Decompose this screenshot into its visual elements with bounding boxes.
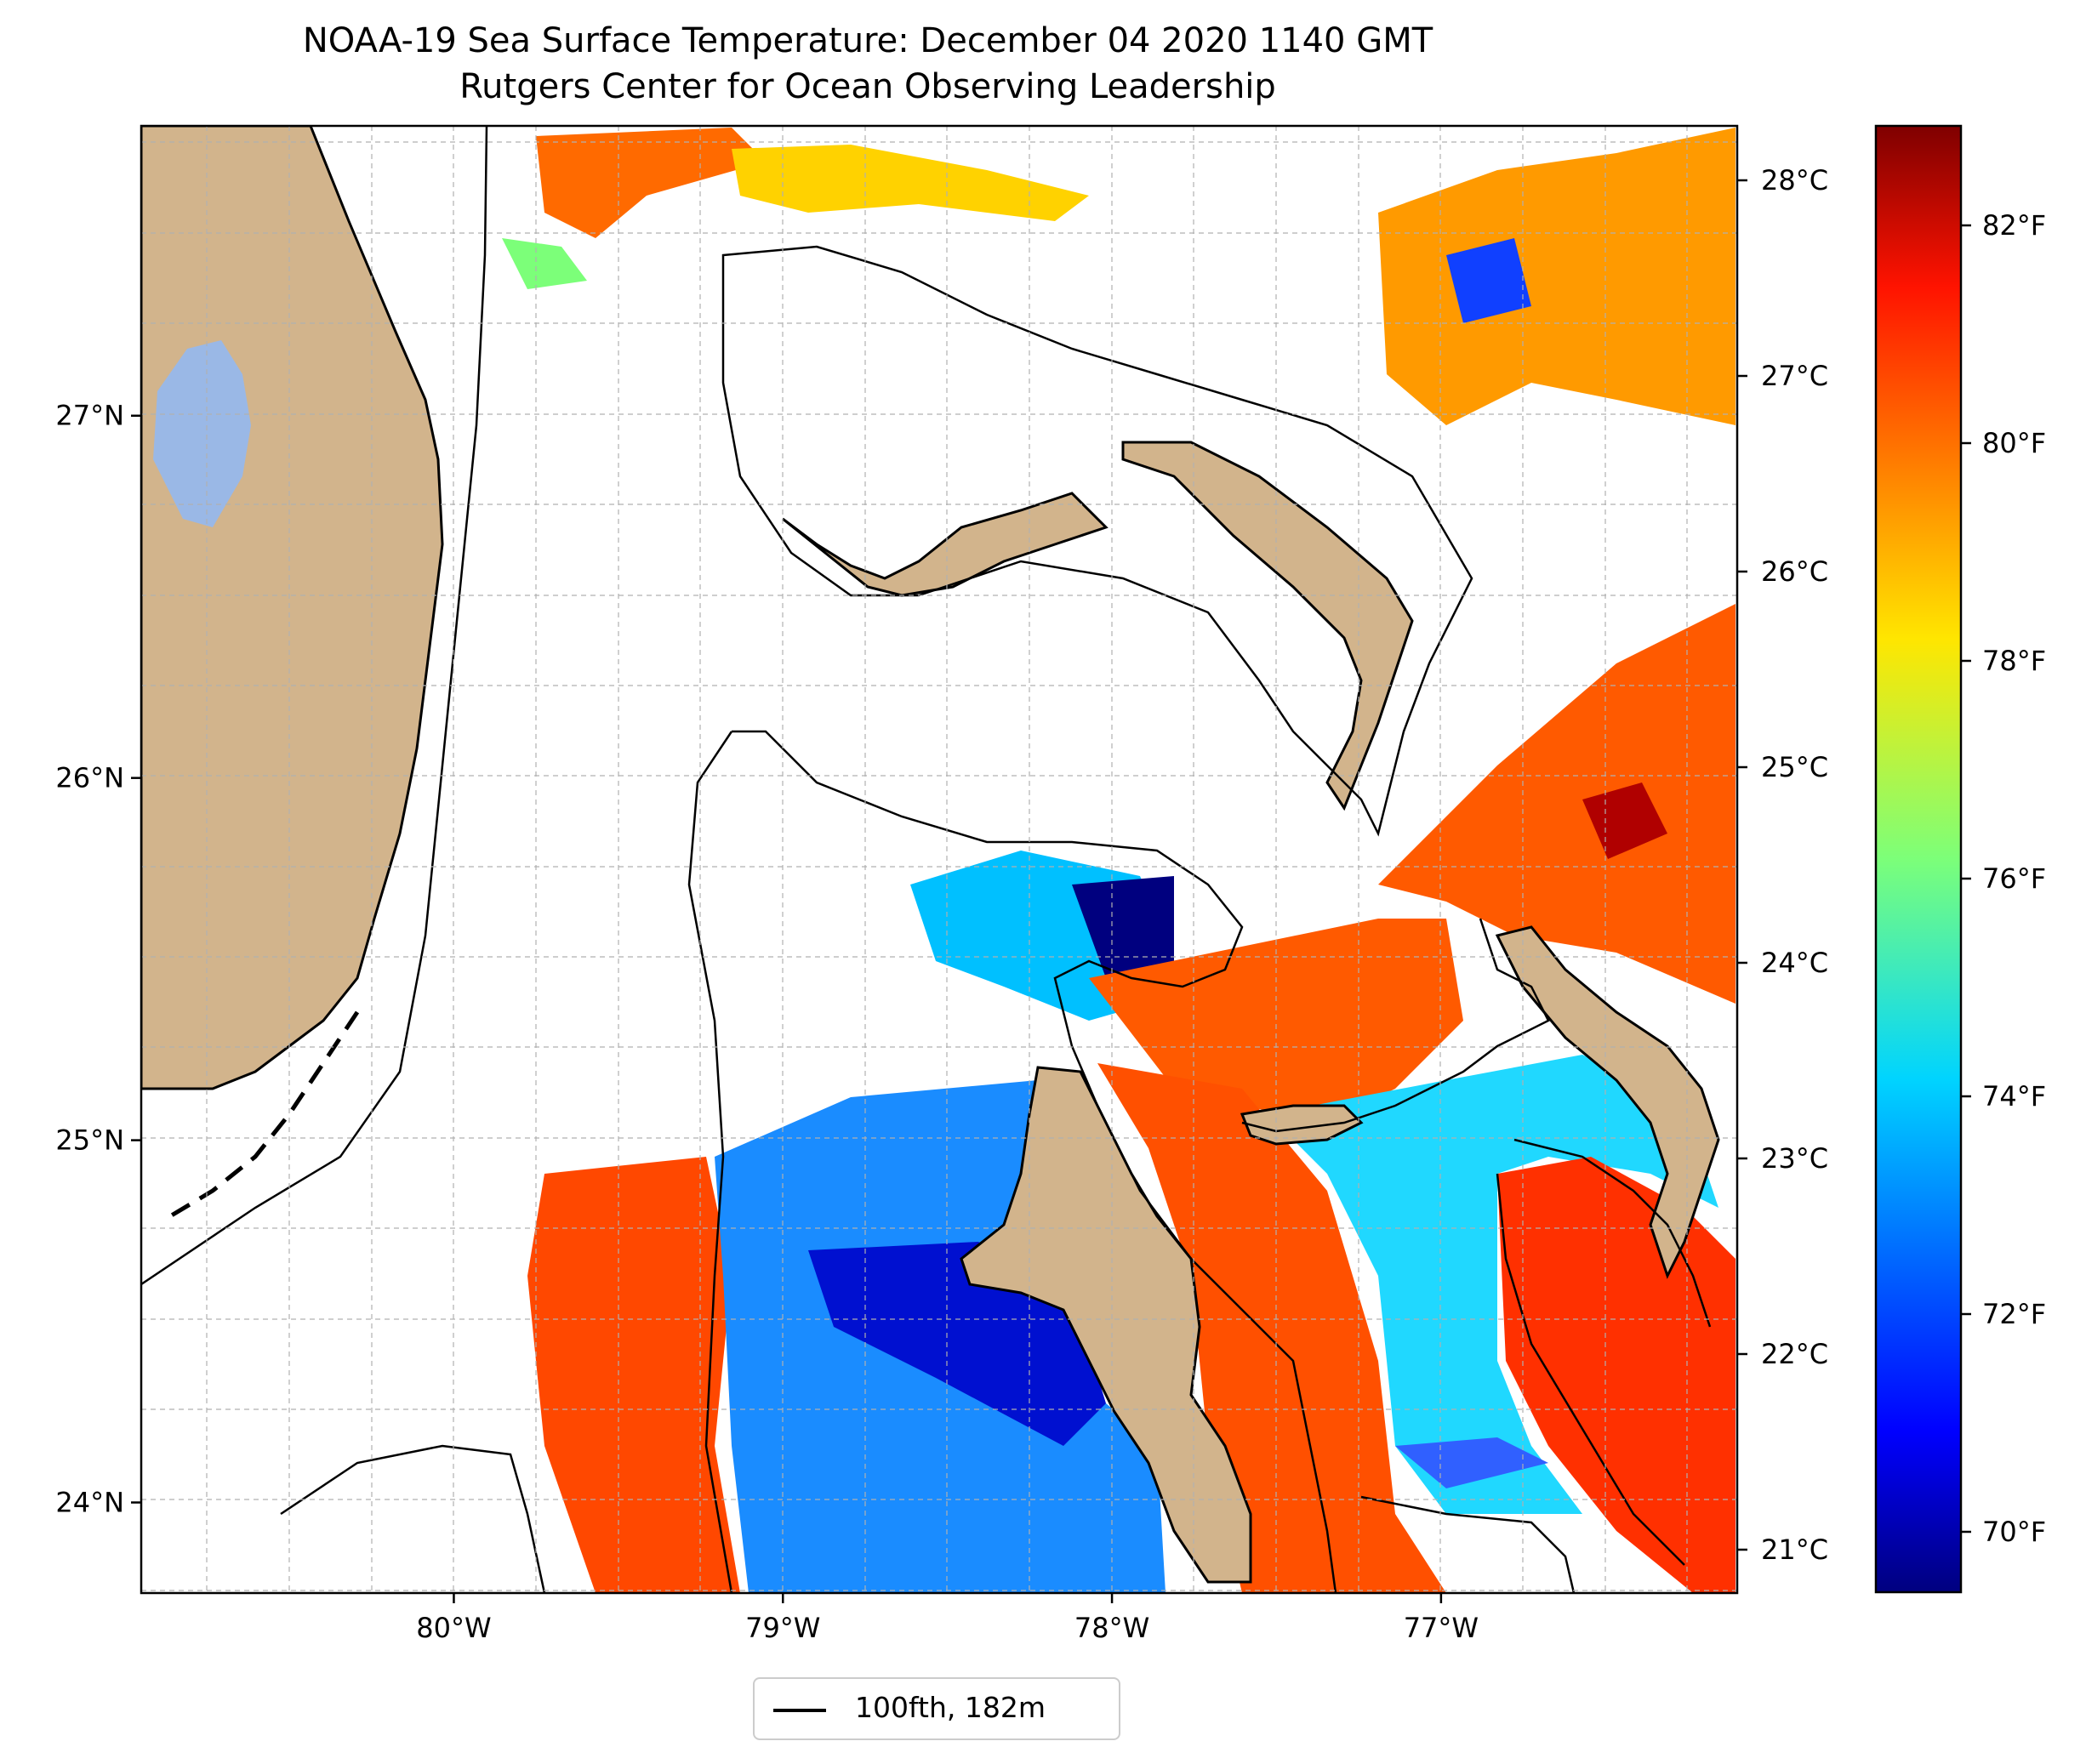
lon-tick-label: 78°W xyxy=(1074,1612,1149,1644)
lon-tick-label: 79°W xyxy=(745,1612,820,1644)
abaco-island xyxy=(1121,441,1414,811)
florida-landmass xyxy=(141,126,444,1090)
celsius-axis: 28°C 27°C 26°C 25°C 24°C 23°C 22°C 21°C xyxy=(1737,164,1828,1566)
lat-tick-label: 24°N xyxy=(55,1487,124,1519)
sst-patch-central-deepblue xyxy=(1072,876,1174,987)
sst-patch-north-yellow xyxy=(732,145,1089,221)
celsius-tick-label: 24°C xyxy=(1761,947,1828,979)
lat-tick-label: 27°N xyxy=(55,400,124,432)
sst-patch-northeast xyxy=(1378,128,1735,425)
fahrenheit-tick-label: 78°F xyxy=(1982,645,2046,677)
sst-patch-southeast-red xyxy=(1497,1157,1735,1593)
chart-title-line2: Rutgers Center for Ocean Observing Leade… xyxy=(459,67,1276,106)
sst-data-layer xyxy=(502,128,1735,1593)
longitude-axis: 80°W 79°W 78°W 77°W xyxy=(416,1593,1479,1644)
sst-patch-east-hot xyxy=(1582,782,1667,859)
sst-patch-southeast-cyan xyxy=(1268,1055,1718,1514)
sst-patch-north xyxy=(536,128,766,238)
legend-isobath-line xyxy=(773,1709,826,1712)
sst-patch-central-orange xyxy=(1089,919,1463,1123)
celsius-tick-label: 27°C xyxy=(1761,360,1828,392)
chart-title-line1: NOAA-19 Sea Surface Temperature: Decembe… xyxy=(302,21,1433,60)
latitude-axis: 27°N 26°N 25°N 24°N xyxy=(55,400,141,1519)
celsius-tick-label: 28°C xyxy=(1761,164,1828,196)
eleuthera-island xyxy=(1495,925,1720,1279)
fahrenheit-tick-label: 74°F xyxy=(1982,1080,2046,1112)
lon-tick-label: 80°W xyxy=(416,1612,491,1644)
fahrenheit-tick-label: 80°F xyxy=(1982,427,2046,459)
celsius-tick-label: 26°C xyxy=(1761,555,1828,588)
lake-okeechobee xyxy=(153,340,251,527)
celsius-tick-label: 22°C xyxy=(1761,1338,1828,1370)
graticule xyxy=(141,126,1737,1593)
fahrenheit-tick-label: 70°F xyxy=(1982,1516,2046,1548)
legend-isobath-label: 100fth, 182m xyxy=(855,1691,1046,1724)
grand-bahama-island xyxy=(782,492,1109,597)
florida-keys xyxy=(168,1010,360,1219)
fahrenheit-axis: 82°F 80°F 78°F 76°F 74°F 72°F 70°F xyxy=(1961,209,2046,1548)
lat-tick-label: 26°N xyxy=(55,762,124,794)
new-providence-island xyxy=(1240,1104,1364,1146)
fahrenheit-tick-label: 82°F xyxy=(1982,209,2046,242)
lon-tick-label: 77°W xyxy=(1404,1612,1479,1644)
sst-patch-southwest-red xyxy=(527,1157,740,1593)
colorbar xyxy=(1874,124,1963,1594)
sst-patch-northeast-blue xyxy=(1446,238,1531,323)
celsius-tick-label: 25°C xyxy=(1761,751,1828,783)
fahrenheit-tick-label: 72°F xyxy=(1982,1298,2046,1330)
celsius-tick-label: 23°C xyxy=(1761,1142,1828,1175)
sst-patch-east xyxy=(1378,604,1735,1004)
map-legend: 100fth, 182m xyxy=(753,1677,1120,1740)
lat-tick-label: 25°N xyxy=(55,1124,124,1157)
map-frame xyxy=(140,124,1739,1595)
sst-patch-northwest xyxy=(502,238,587,289)
sst-patch-south-blue-band xyxy=(1395,1437,1548,1488)
sst-patch-south-orange xyxy=(1097,1063,1446,1593)
fahrenheit-tick-label: 76°F xyxy=(1982,862,2046,895)
celsius-tick-label: 21°C xyxy=(1761,1534,1828,1566)
